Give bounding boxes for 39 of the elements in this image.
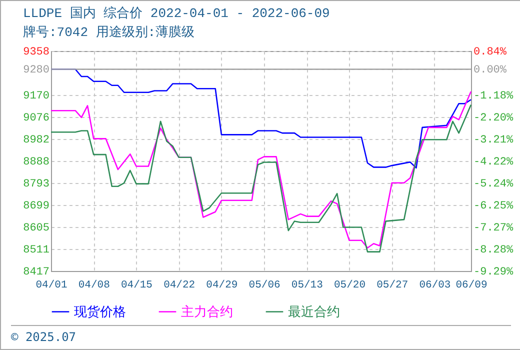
x-tick-label: 04/01 <box>36 280 68 292</box>
y2-tick-label: -7.27% <box>474 222 514 235</box>
x-tick-label: 05/13 <box>291 280 323 292</box>
y2-tick-label: -5.24% <box>474 178 514 191</box>
x-tick-label: 04/08 <box>78 280 110 292</box>
y-tick-label: 9280 <box>23 64 50 77</box>
y-tick-label: 8511 <box>23 244 50 257</box>
y-tick-label: 9076 <box>23 112 50 124</box>
y2-tick-label: -3.21% <box>474 134 514 146</box>
y-tick-label: 8417 <box>23 266 50 278</box>
y-tick-label: 8605 <box>23 222 50 235</box>
legend-label: 最近合约 <box>288 304 340 320</box>
legend-label: 主力合约 <box>181 304 233 320</box>
y-tick-label: 9358 <box>23 46 50 58</box>
y-tick-label: 8793 <box>23 178 50 191</box>
text: © 2025.07 <box>11 325 511 344</box>
chart-subtitle: 牌号:7042 用途级别:薄膜级 <box>23 25 195 40</box>
y-tick-label: 8699 <box>23 200 50 213</box>
y2-tick-label: 0.84% <box>474 46 507 58</box>
x-tick-label: 04/22 <box>164 280 196 292</box>
y2-tick-label: -2.20% <box>474 112 514 125</box>
y-tick-label: 8888 <box>23 156 50 168</box>
y2-tick-label: -9.29% <box>474 266 514 278</box>
x-tick-label: 06/03 <box>419 280 451 292</box>
x-tick-label: 06/09 <box>456 280 488 292</box>
y-tick-label: 9170 <box>23 90 50 102</box>
y2-tick-label: -6.25% <box>474 200 514 212</box>
y-tick-label: 8982 <box>23 134 50 146</box>
legend-label: 现货价格 <box>74 304 126 320</box>
x-tick-label: 05/06 <box>248 280 280 292</box>
x-tick-label: 05/27 <box>376 280 408 292</box>
chart-title: LLDPE 国内 综合价 2022-04-01 - 2022-06-09 <box>23 6 330 21</box>
y2-tick-label: -8.28% <box>474 244 514 257</box>
y2-tick-label: -1.18% <box>474 90 514 102</box>
y2-tick-label: -4.22% <box>474 156 514 168</box>
x-tick-label: 04/29 <box>206 280 238 292</box>
y2-tick-label: 0.00% <box>474 64 507 77</box>
x-tick-label: 05/20 <box>334 280 366 292</box>
x-tick-label: 04/15 <box>120 280 152 292</box>
